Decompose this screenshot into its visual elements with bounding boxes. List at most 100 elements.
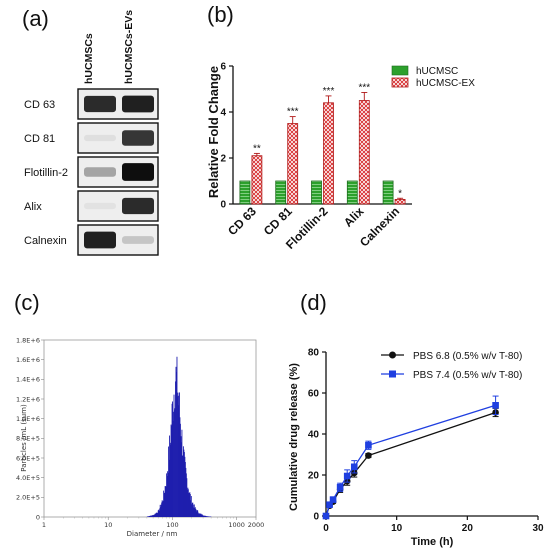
legend-label-hucmsc-ex: hUCMSC-EX xyxy=(416,78,475,89)
hist-bar xyxy=(167,471,169,517)
point-pbs74 xyxy=(329,496,337,503)
release-y-tick-label: 0 xyxy=(313,512,319,523)
hist-bar xyxy=(206,516,208,517)
panel-label-b: (b) xyxy=(207,2,234,27)
hist-bar xyxy=(178,405,180,517)
hist-bar xyxy=(147,516,149,517)
hist-bar xyxy=(175,366,177,517)
hist-y-tick-label: 6.0E+5 xyxy=(16,454,40,462)
point-pbs74 xyxy=(322,512,330,520)
hist-bar xyxy=(186,478,188,517)
release-x-tick-label: 20 xyxy=(462,523,474,534)
significance-mark: *** xyxy=(358,82,370,93)
blot-row-label: CD 63 xyxy=(24,99,55,111)
hist-bar xyxy=(199,513,201,517)
hist-bar xyxy=(191,504,193,517)
hist-y-axis-label: Particles /mL (sum) xyxy=(20,404,28,472)
hist-y-tick-label: 1.0E+6 xyxy=(16,415,40,423)
hist-bar xyxy=(158,509,160,517)
hist-bar xyxy=(178,392,180,517)
bar-category-label: Calnexin xyxy=(357,204,402,249)
hist-bar xyxy=(162,501,164,517)
significance-mark: *** xyxy=(323,86,335,97)
hist-bar xyxy=(177,396,178,517)
hist-y-tick-label: 4.0E+5 xyxy=(16,474,40,482)
hist-bar xyxy=(197,510,199,517)
hist-bar xyxy=(189,492,191,517)
bar-y-tick-label: 4 xyxy=(220,108,226,119)
hist-bar xyxy=(173,411,174,517)
legend-marker-pbs68 xyxy=(389,351,396,359)
hist-bar xyxy=(204,515,206,517)
hist-bar xyxy=(193,507,195,517)
hist-bar xyxy=(205,516,207,517)
bar-category-label: CD 63 xyxy=(225,204,259,238)
fold-change-bar-chart: 0 2 4 6 Relative Fold Change ** CD 63 *** CD 8… xyxy=(206,62,475,252)
hist-bar xyxy=(189,494,191,517)
significance-mark: * xyxy=(398,188,402,199)
hist-bar xyxy=(154,513,156,517)
panel-label-a: (a) xyxy=(22,6,49,31)
hist-bar xyxy=(162,500,164,517)
hist-bar xyxy=(159,504,161,517)
significance-mark: *** xyxy=(287,107,299,118)
hist-bar xyxy=(191,502,193,517)
hist-bar xyxy=(153,514,155,517)
hist-bar xyxy=(158,510,160,517)
hist-bar xyxy=(182,446,184,517)
hist-bar xyxy=(190,496,192,517)
release-y-tick-label: 40 xyxy=(308,430,320,441)
hist-bar xyxy=(202,515,204,517)
drug-release-chart: Cumulative drug release (%) Time (h) 0 20… xyxy=(288,348,544,549)
hist-bar xyxy=(174,410,175,517)
bar-chart-ticks: 0 2 4 6 xyxy=(220,62,412,211)
hist-bar xyxy=(174,408,176,517)
bar-hucmsc xyxy=(382,180,394,205)
hist-bar xyxy=(168,446,170,517)
point-pbs74 xyxy=(492,402,499,409)
hist-bar xyxy=(153,515,155,517)
hist-bar xyxy=(182,455,184,517)
hist-bar xyxy=(179,423,181,517)
bar-legend: hUCMSC hUCMSC-EX xyxy=(391,65,475,89)
hist-bar xyxy=(198,513,200,517)
blot-band xyxy=(84,231,116,249)
hist-bar xyxy=(180,442,182,517)
point-pbs74 xyxy=(343,472,351,480)
hist-bar xyxy=(152,515,154,517)
bar-hucmsc-ex xyxy=(251,155,263,205)
hist-y-tick-label: 0 xyxy=(36,513,40,521)
point-pbs74 xyxy=(336,484,344,491)
hist-bar xyxy=(148,516,150,517)
hist-bar xyxy=(161,500,163,517)
bar-hucmsc-ex xyxy=(394,198,406,205)
hist-y-tick-label: 8.0E+5 xyxy=(16,435,40,443)
hist-bar xyxy=(181,455,183,517)
bar-y-tick-label: 6 xyxy=(220,62,226,73)
hist-x-tick-label: 1000 xyxy=(228,521,245,529)
release-y-tick-label: 20 xyxy=(308,471,320,482)
hist-bar xyxy=(183,449,185,517)
hist-bar xyxy=(204,515,206,517)
hist-bar xyxy=(147,516,149,517)
hist-bar xyxy=(190,500,192,517)
release-y-tick-label: 80 xyxy=(308,348,320,359)
hist-bar xyxy=(200,513,202,517)
hist-bar xyxy=(152,514,154,517)
legend-swatch-hucmsc xyxy=(391,65,409,76)
hist-bar xyxy=(206,516,208,517)
hist-bar xyxy=(165,486,167,517)
hist-bar xyxy=(193,504,195,517)
point-pbs68 xyxy=(365,452,372,459)
blot-band xyxy=(84,134,116,142)
hist-bar xyxy=(175,381,176,517)
hist-bar xyxy=(156,512,158,517)
hist-bar xyxy=(178,395,179,517)
hist-bar xyxy=(167,472,169,517)
hist-bar xyxy=(192,502,194,517)
hist-bar xyxy=(151,515,153,517)
hist-bar xyxy=(187,487,189,517)
hist-x-axis-label: Diameter / nm xyxy=(127,530,178,538)
release-legend: PBS 6.8 (0.5% w/v T-80) PBS 7.4 (0.5% w/… xyxy=(381,351,522,381)
